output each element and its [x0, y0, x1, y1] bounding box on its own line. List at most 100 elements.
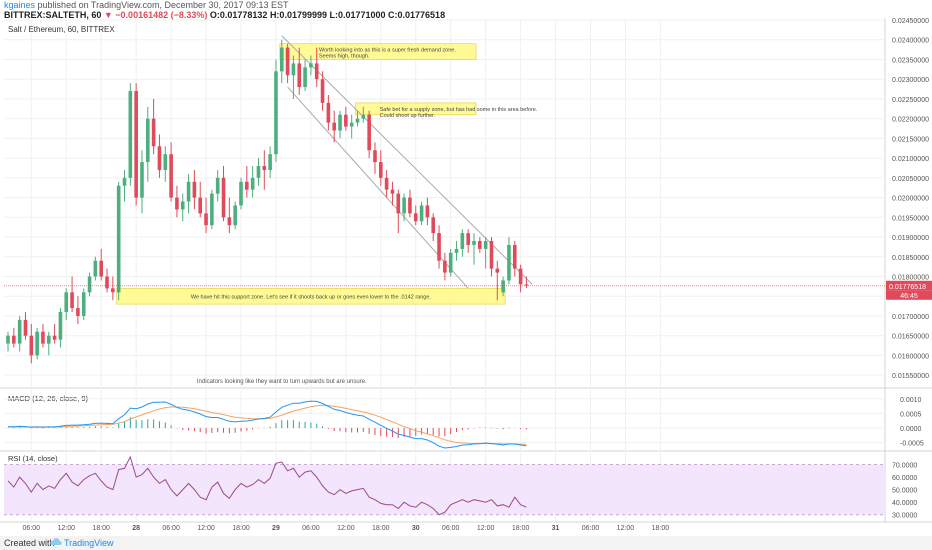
candle-body[interactable] — [204, 213, 208, 226]
candle-body[interactable] — [425, 205, 430, 218]
candle-body[interactable] — [466, 233, 470, 245]
candle-body[interactable] — [472, 240, 476, 245]
candle-body[interactable] — [157, 146, 162, 170]
candle-body[interactable] — [245, 181, 249, 190]
candle-body[interactable] — [99, 260, 103, 277]
candle-body[interactable] — [12, 335, 16, 344]
candle-body[interactable] — [180, 201, 185, 210]
candle-body[interactable] — [134, 91, 138, 198]
candle-body[interactable] — [192, 181, 197, 198]
candle-body[interactable] — [413, 213, 418, 222]
candle-body[interactable] — [309, 63, 313, 68]
candle-body[interactable] — [122, 177, 127, 186]
candle-body[interactable] — [443, 260, 447, 273]
trend-line[interactable] — [287, 86, 469, 289]
candle-body[interactable] — [285, 47, 290, 76]
candle-body[interactable] — [233, 205, 237, 226]
candle-body[interactable] — [478, 240, 482, 249]
candle-body[interactable] — [29, 335, 34, 356]
candle-body[interactable] — [239, 181, 243, 206]
candle-body[interactable] — [320, 79, 325, 103]
candle-body[interactable] — [419, 205, 424, 222]
candle-body[interactable] — [297, 63, 302, 88]
candle-body[interactable] — [87, 276, 92, 293]
candle-body[interactable] — [76, 308, 80, 316]
candle-body[interactable] — [262, 166, 267, 170]
candle-body[interactable] — [111, 288, 115, 293]
candle-body[interactable] — [326, 102, 331, 123]
candle-body[interactable] — [23, 319, 28, 336]
candle-body[interactable] — [379, 162, 383, 178]
candle-body[interactable] — [344, 114, 348, 127]
candle-body[interactable] — [17, 319, 22, 344]
candle-body[interactable] — [396, 193, 401, 214]
candle-body[interactable] — [373, 150, 377, 163]
candle-body[interactable] — [151, 118, 156, 147]
candle-body[interactable] — [116, 185, 121, 293]
candle-body[interactable] — [483, 240, 488, 249]
candle-body[interactable] — [390, 189, 395, 194]
candle-body[interactable] — [384, 177, 389, 190]
candle-body[interactable] — [524, 284, 529, 286]
candle-body[interactable] — [186, 181, 191, 202]
candle-body[interactable] — [279, 47, 284, 72]
candle-body[interactable] — [250, 177, 255, 190]
candle-body[interactable] — [41, 331, 45, 344]
candle-body[interactable] — [431, 217, 436, 234]
annotation-box[interactable] — [116, 287, 506, 305]
candle-body[interactable] — [81, 292, 86, 316]
candle-body[interactable] — [93, 260, 98, 277]
candle-body[interactable] — [64, 292, 69, 313]
candle-body[interactable] — [408, 197, 412, 214]
candle-body[interactable] — [221, 177, 226, 218]
time-tick-label: 30 — [412, 525, 420, 532]
candle-body[interactable] — [268, 154, 272, 170]
candle-body[interactable] — [291, 63, 296, 76]
candle-body[interactable] — [140, 162, 144, 198]
candle-body[interactable] — [52, 335, 57, 340]
candle-body[interactable] — [460, 233, 465, 249]
candle-body[interactable] — [367, 114, 371, 151]
candle-body[interactable] — [495, 268, 500, 273]
candle-body[interactable] — [332, 122, 336, 131]
tradingview-cloud-icon[interactable] — [50, 537, 62, 547]
candle-body[interactable] — [46, 335, 51, 344]
candle-body[interactable] — [146, 118, 150, 163]
candle-body[interactable] — [489, 240, 494, 269]
candle-body[interactable] — [512, 244, 517, 269]
tradingview-brand[interactable]: TradingView — [64, 538, 114, 548]
trend-line[interactable] — [281, 35, 533, 285]
candle-body[interactable] — [35, 331, 39, 356]
candle-body[interactable] — [355, 118, 360, 123]
candle-body[interactable] — [256, 166, 261, 178]
candle-body[interactable] — [175, 197, 179, 210]
candle-body[interactable] — [105, 276, 109, 289]
candle-body[interactable] — [349, 122, 354, 127]
candle-body[interactable] — [454, 248, 459, 253]
candle-body[interactable] — [314, 63, 319, 80]
candle-body[interactable] — [518, 268, 523, 285]
candle-body[interactable] — [303, 67, 307, 88]
candle-body[interactable] — [448, 252, 453, 273]
candle-body[interactable] — [210, 193, 214, 226]
trading-chart[interactable]: 0.01550000 0.01600000 0.01650000 0.01700000… — [0, 0, 932, 536]
candle-body[interactable] — [215, 177, 220, 194]
candle-body[interactable] — [58, 312, 63, 340]
author-link[interactable]: kgaines — [4, 0, 36, 10]
candle-body[interactable] — [198, 197, 203, 214]
candle-body[interactable] — [169, 154, 173, 198]
annotation-box[interactable] — [279, 43, 477, 60]
candle-body[interactable] — [163, 154, 168, 170]
candle-body[interactable] — [507, 244, 511, 281]
time-tick-label: 12:00 — [57, 525, 75, 532]
candle-body[interactable] — [274, 71, 278, 155]
candle-body[interactable] — [402, 197, 406, 214]
candle-body[interactable] — [437, 233, 441, 261]
candle-body[interactable] — [338, 114, 342, 131]
candle-body[interactable] — [128, 91, 133, 178]
candle-body[interactable] — [227, 217, 232, 226]
candle-body[interactable] — [361, 114, 366, 119]
candle-body[interactable] — [501, 280, 505, 293]
candle-body[interactable] — [6, 335, 10, 344]
candle-body[interactable] — [70, 292, 74, 309]
